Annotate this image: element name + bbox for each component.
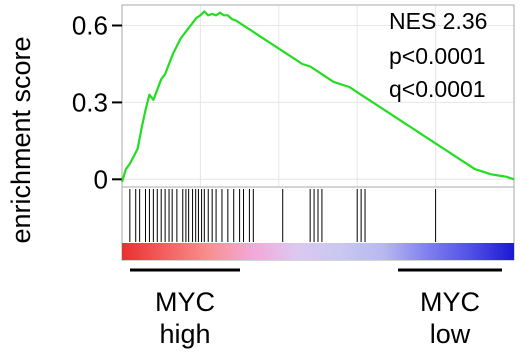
- q-value: q<0.0001: [389, 76, 486, 102]
- ranked-list-heatmap-bar: [122, 243, 514, 260]
- y-tick-label-2: 0: [94, 164, 108, 194]
- y-tick-label-1: 0.3: [72, 87, 108, 117]
- myc-high-label-line1: MYC: [155, 287, 215, 317]
- y-axis-ticks: 0.6 0.3 0: [72, 11, 122, 194]
- p-value: p<0.0001: [389, 43, 486, 69]
- y-tick-label-0: 0.6: [72, 11, 108, 41]
- myc-low-label: MYC low: [390, 286, 510, 350]
- gene-hit-markers: [129, 189, 437, 242]
- myc-high-label-line2: high: [159, 319, 211, 349]
- plot-grid: [122, 5, 514, 187]
- myc-low-label-line1: MYC: [420, 287, 480, 317]
- enrichment-score-line: [120, 10, 515, 183]
- statistics-box: NES 2.36 p<0.0001 q<0.0001: [389, 8, 487, 102]
- myc-high-label: MYC high: [125, 286, 245, 350]
- y-axis-title: enrichment score: [6, 36, 36, 243]
- nes-value: NES 2.36: [389, 8, 487, 34]
- myc-low-label-line2: low: [429, 319, 471, 349]
